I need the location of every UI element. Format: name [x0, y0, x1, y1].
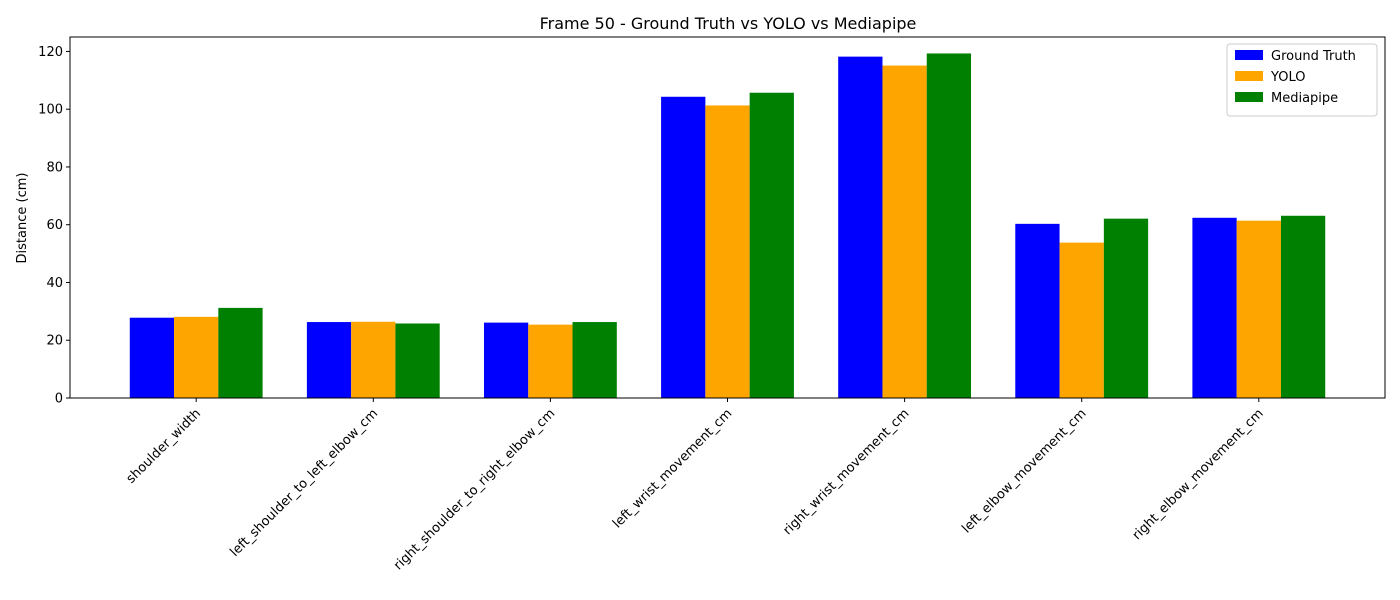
bar-ground-truth-6 [1192, 217, 1237, 398]
bar-yolo-2 [528, 324, 573, 398]
bar-yolo-0 [174, 316, 219, 398]
bar-mediapipe-4 [926, 53, 972, 399]
legend-label: Ground Truth [1271, 49, 1356, 64]
y-axis-label: Distance (cm) [15, 173, 30, 264]
bar-mediapipe-1 [395, 323, 440, 398]
y-tick-label: 80 [46, 160, 63, 175]
legend-label: YOLO [1270, 70, 1305, 85]
bar-ground-truth-5 [1015, 223, 1060, 398]
legend-swatch [1235, 92, 1263, 102]
bar-yolo-5 [1059, 242, 1104, 398]
legend-label: Mediapipe [1271, 91, 1338, 106]
bar-mediapipe-0 [218, 307, 263, 398]
x-tick-label: left_wrist_movement_cm [610, 406, 735, 531]
bar-yolo-1 [351, 321, 396, 398]
bar-mediapipe-5 [1103, 218, 1149, 398]
bar-mediapipe-3 [749, 92, 794, 399]
y-tick-label: 20 [46, 334, 63, 349]
y-tick-label: 40 [46, 276, 63, 291]
bar-mediapipe-2 [572, 322, 617, 398]
chart-title: Frame 50 - Ground Truth vs YOLO vs Media… [540, 14, 917, 33]
bar-yolo-6 [1236, 220, 1281, 398]
bars-layer [129, 53, 1326, 399]
bar-ground-truth-4 [838, 56, 883, 398]
y-axis: 0 20 40 60 80 100 120 [38, 45, 70, 407]
legend: Ground Truth YOLO Mediapipe [1226, 43, 1378, 117]
bar-ground-truth-3 [661, 96, 706, 398]
legend-swatch [1235, 50, 1263, 60]
bar-yolo-3 [705, 105, 750, 398]
y-tick-label: 100 [38, 103, 63, 118]
y-tick-label: 120 [38, 45, 63, 60]
y-tick-label: 60 [46, 218, 63, 233]
x-tick-label: shoulder_width [124, 406, 204, 486]
x-tick-label: left_shoulder_to_left_elbow_cm [227, 406, 381, 560]
x-axis: shoulder_width left_shoulder_to_left_elbo… [124, 398, 1267, 573]
y-tick-label: 0 [55, 392, 63, 407]
bar-ground-truth-2 [483, 322, 529, 398]
x-tick-label: right_elbow_movement_cm [1130, 406, 1267, 543]
legend-swatch [1235, 71, 1263, 81]
bar-ground-truth-1 [306, 322, 352, 398]
legend-box [1226, 43, 1378, 117]
bar-mediapipe-6 [1280, 215, 1326, 398]
bar-yolo-4 [882, 65, 927, 398]
x-tick-label: right_shoulder_to_right_elbow_cm [391, 406, 558, 573]
x-tick-label: left_elbow_movement_cm [959, 406, 1089, 536]
x-tick-label: right_wrist_movement_cm [780, 406, 912, 538]
bar-ground-truth-0 [129, 317, 175, 398]
plot-frame [69, 36, 1386, 399]
